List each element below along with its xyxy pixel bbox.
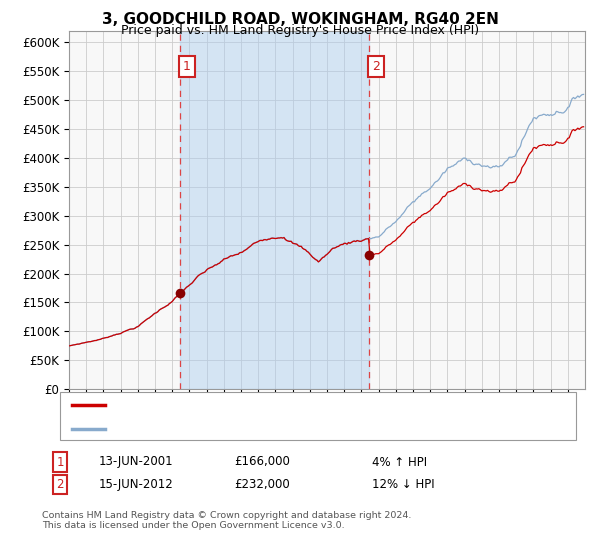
Text: 15-JUN-2012: 15-JUN-2012	[99, 478, 174, 491]
Text: 3, GOODCHILD ROAD, WOKINGHAM, RG40 2EN (semi-detached house): 3, GOODCHILD ROAD, WOKINGHAM, RG40 2EN (…	[111, 400, 505, 410]
Text: HPI: Average price, semi-detached house, Wokingham: HPI: Average price, semi-detached house,…	[111, 424, 414, 434]
Text: 1: 1	[183, 60, 191, 73]
Text: 3, GOODCHILD ROAD, WOKINGHAM, RG40 2EN: 3, GOODCHILD ROAD, WOKINGHAM, RG40 2EN	[101, 12, 499, 27]
Bar	[180, 31, 369, 389]
Text: Price paid vs. HM Land Registry's House Price Index (HPI): Price paid vs. HM Land Registry's House …	[121, 24, 479, 36]
Text: £232,000: £232,000	[234, 478, 290, 491]
Text: 12% ↓ HPI: 12% ↓ HPI	[372, 478, 434, 491]
Text: 13-JUN-2001: 13-JUN-2001	[99, 455, 173, 469]
Text: 4% ↑ HPI: 4% ↑ HPI	[372, 455, 427, 469]
Text: 1: 1	[56, 455, 64, 469]
Text: Contains HM Land Registry data © Crown copyright and database right 2024.
This d: Contains HM Land Registry data © Crown c…	[42, 511, 412, 530]
Text: 2: 2	[372, 60, 380, 73]
Text: £166,000: £166,000	[234, 455, 290, 469]
Text: 2: 2	[56, 478, 64, 491]
